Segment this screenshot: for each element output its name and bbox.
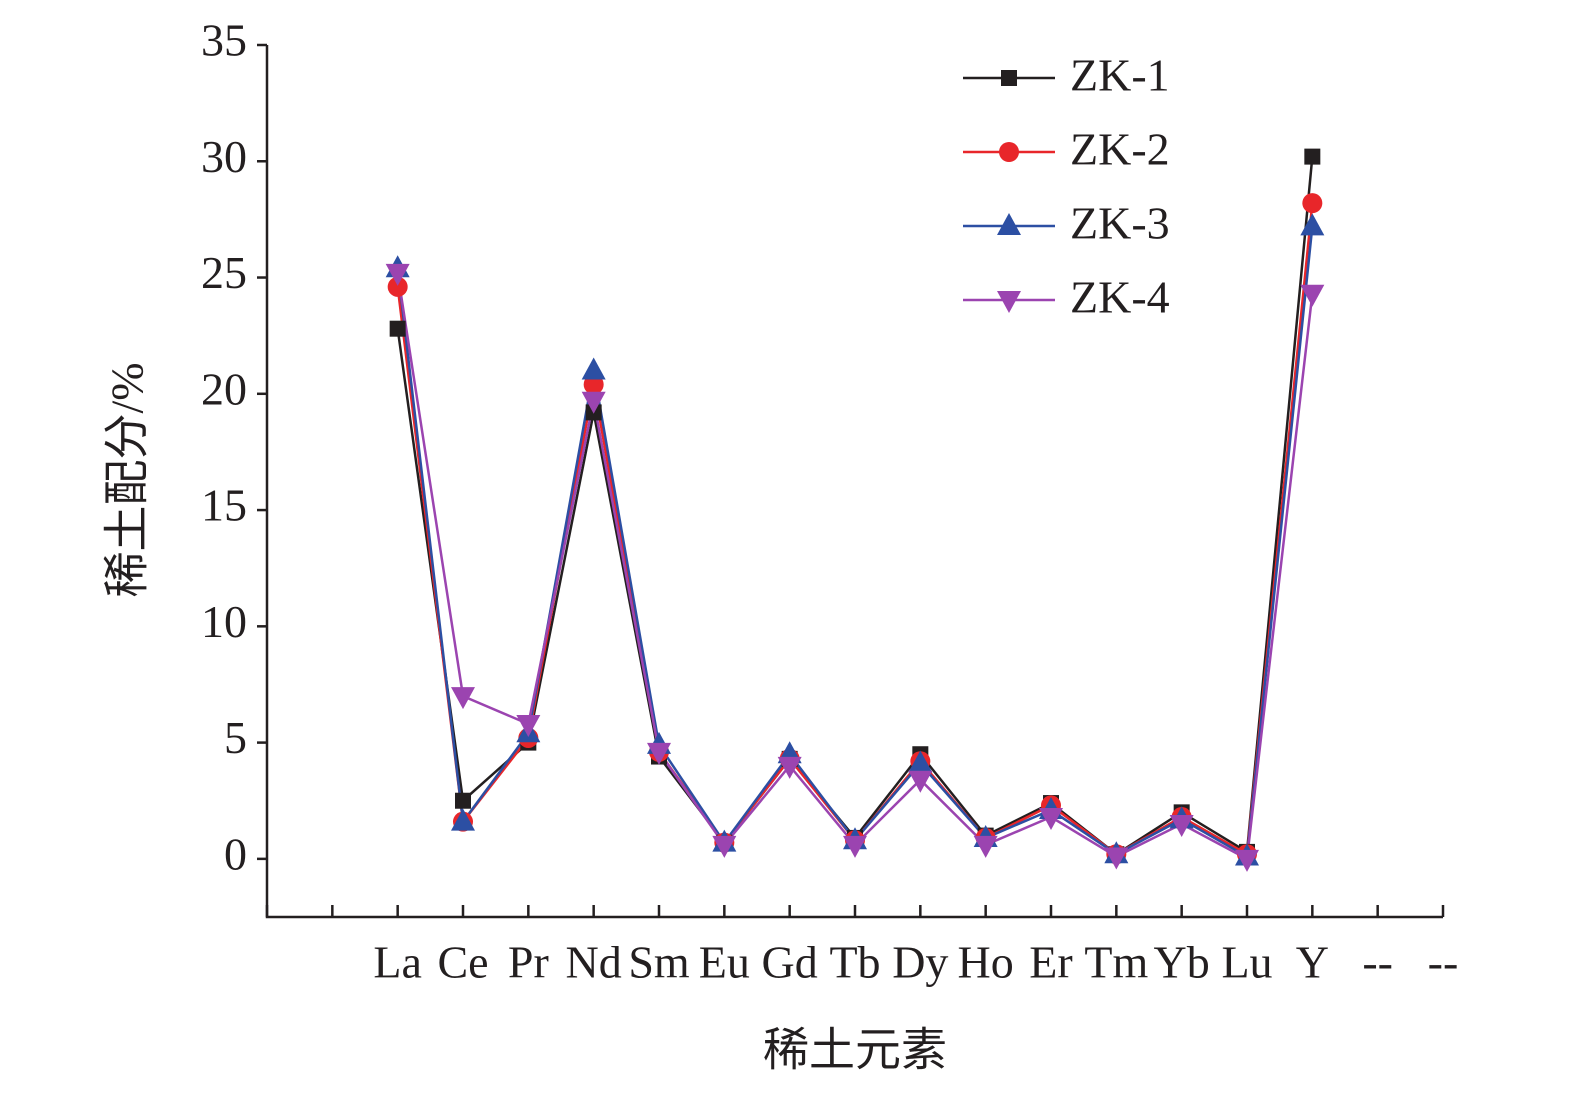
y-tick-label: 35: [201, 15, 247, 66]
x-tick-label: Tm: [1084, 937, 1148, 988]
data-point: [387, 276, 408, 297]
data-point: [455, 792, 471, 809]
legend-label: ZK-3: [1070, 198, 1170, 249]
data-point: [581, 357, 606, 380]
x-tick-label: --: [1428, 937, 1459, 988]
data-point: [908, 750, 933, 773]
x-tick-label: Gd: [762, 937, 818, 988]
data-point: [1300, 213, 1325, 236]
data-point: [647, 742, 671, 765]
legend-label: ZK-4: [1070, 272, 1170, 323]
data-point: [973, 835, 998, 858]
x-tick-label: Pr: [508, 937, 549, 988]
data-point: [1300, 284, 1325, 307]
legend-marker: [1001, 70, 1017, 86]
y-tick-label: 5: [224, 712, 247, 763]
legend-label: ZK-1: [1070, 50, 1170, 101]
x-tick-label: Tb: [829, 937, 880, 988]
series-line: [396, 272, 1314, 861]
x-tick-label: --: [1362, 937, 1393, 988]
x-tick-label: Y: [1296, 937, 1329, 988]
x-tick-label: Er: [1029, 937, 1072, 988]
legend-marker: [997, 213, 1021, 235]
series-line: [396, 226, 1314, 859]
data-point: [1039, 808, 1063, 831]
y-tick-label: 0: [224, 828, 247, 879]
data-point: [712, 835, 737, 858]
x-tick-label: Eu: [699, 937, 750, 988]
y-tick-label: 30: [201, 131, 247, 182]
legend-label: ZK-2: [1070, 124, 1170, 175]
x-tick-label: La: [373, 937, 422, 988]
data-point: [451, 808, 475, 831]
data-point: [1169, 814, 1194, 837]
data-point: [581, 391, 606, 414]
y-tick-label: 15: [201, 480, 247, 531]
data-point: [1235, 849, 1259, 872]
data-point: [385, 263, 410, 286]
axes: [265, 45, 1443, 919]
y-tick-label: 20: [201, 363, 247, 414]
data-point: [1104, 847, 1129, 870]
data-point: [451, 687, 475, 710]
x-tick-label: Yb: [1154, 937, 1210, 988]
x-axis-title: 稀土元素: [763, 1025, 947, 1076]
legend-marker: [999, 142, 1019, 162]
data-point: [777, 756, 802, 779]
data-point: [1304, 148, 1321, 165]
x-tick-label: Ce: [437, 937, 488, 988]
data-point: [389, 320, 406, 337]
x-tick-label: Nd: [566, 937, 622, 988]
y-axis-title: 稀土配分/%: [102, 362, 153, 597]
x-tick-label: Dy: [892, 937, 948, 988]
y-tick-label: 25: [201, 247, 247, 298]
data-point: [843, 835, 867, 858]
y-tick-label: 10: [201, 596, 247, 647]
x-tick-label: Sm: [628, 937, 690, 988]
x-tick-label: Ho: [958, 937, 1014, 988]
legend-marker: [997, 291, 1021, 313]
data-point: [908, 770, 933, 793]
x-tick-label: Lu: [1221, 937, 1272, 988]
series-line: [396, 202, 1314, 857]
data-point: [516, 714, 541, 737]
data-point: [1302, 193, 1323, 214]
